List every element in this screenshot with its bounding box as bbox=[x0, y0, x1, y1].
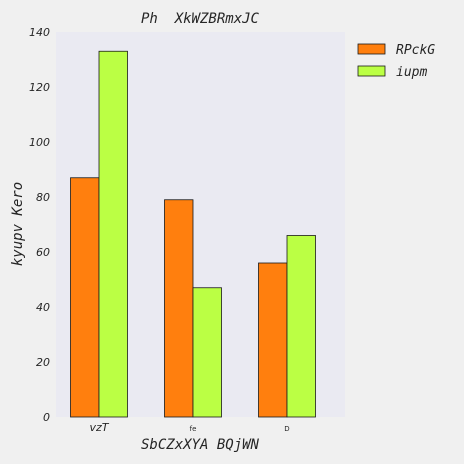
chart-title: Ph XkWZBRmxJC bbox=[141, 11, 260, 27]
legend: RPckG iupm bbox=[357, 43, 435, 80]
x-tick-label: vzT bbox=[89, 421, 109, 434]
x-axis-ticks: vzT fe D bbox=[89, 421, 289, 434]
y-axis-ticks: 0 20 40 60 80 100 120 140 bbox=[29, 26, 50, 424]
x-tick-label: D bbox=[284, 425, 289, 433]
y-axis-label: kyupv Kero bbox=[10, 182, 26, 266]
legend-swatch-RPckG bbox=[357, 43, 386, 55]
y-tick-label: 80 bbox=[36, 191, 50, 204]
bars-group bbox=[70, 50, 316, 418]
legend-label-iupm: iupm bbox=[396, 65, 427, 80]
bar-iupm-D bbox=[286, 235, 316, 418]
y-tick-label: 120 bbox=[29, 81, 50, 94]
y-tick-label: 20 bbox=[36, 356, 50, 369]
bar-iupm-vzT bbox=[98, 50, 128, 418]
bar-iupm-fe bbox=[192, 287, 222, 418]
legend-swatch-iupm bbox=[357, 65, 386, 77]
bar-RPckG-vzT bbox=[70, 177, 100, 418]
y-tick-label: 40 bbox=[36, 301, 50, 314]
legend-label-RPckG: RPckG bbox=[396, 43, 435, 58]
x-tick-label: fe bbox=[190, 425, 197, 433]
bar-RPckG-fe bbox=[164, 199, 194, 418]
y-tick-label: 0 bbox=[43, 411, 50, 424]
bar-RPckG-D bbox=[258, 262, 288, 418]
y-tick-label: 60 bbox=[36, 246, 50, 259]
y-tick-label: 140 bbox=[29, 26, 50, 39]
x-axis-label: SbCZxXYA BQjWN bbox=[141, 437, 260, 453]
y-tick-label: 100 bbox=[29, 136, 50, 149]
